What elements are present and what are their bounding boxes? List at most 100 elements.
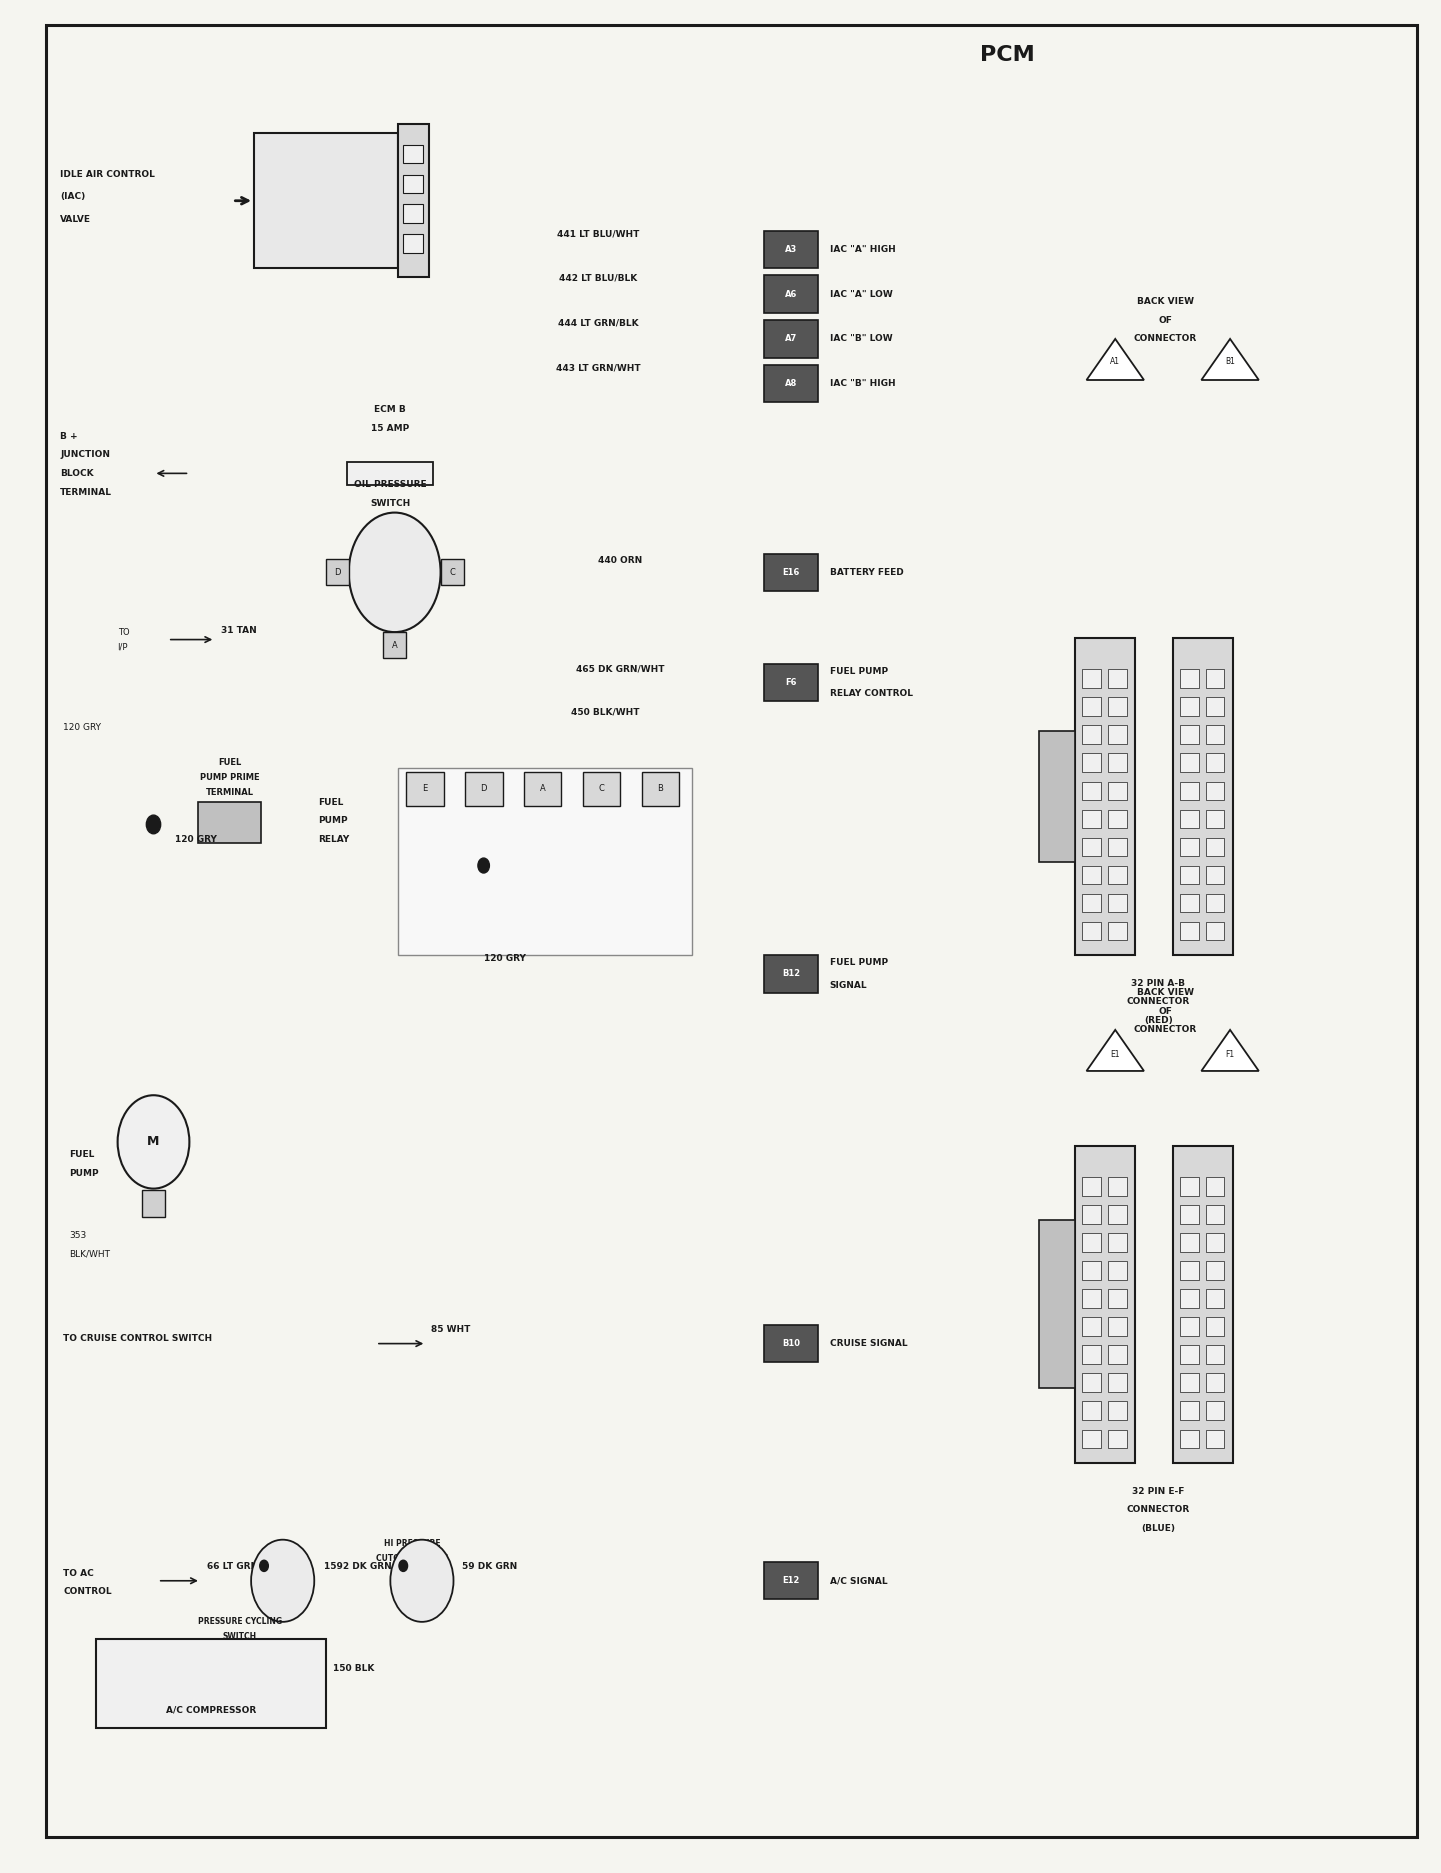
Text: PRESSURE CYCLING: PRESSURE CYCLING [197,1618,281,1626]
Bar [1180,1317,1199,1335]
Bar [584,772,620,805]
Text: C: C [450,568,455,577]
Bar [764,663,818,701]
Text: CONNECTOR: CONNECTOR [1134,335,1197,343]
Text: IAC "B" LOW: IAC "B" LOW [830,335,892,343]
Bar [1180,809,1199,828]
Bar [1180,1234,1199,1251]
Bar [764,365,818,403]
Bar [403,144,424,163]
Bar [1180,697,1199,715]
Text: 85 WHT: 85 WHT [431,1326,470,1334]
Bar [1082,1261,1101,1279]
Text: 31 TAN: 31 TAN [220,626,256,635]
Bar [1108,1261,1127,1279]
Text: CONNECTOR: CONNECTOR [1134,1025,1197,1034]
Text: CONNECTOR: CONNECTOR [1127,996,1190,1006]
Bar [1206,837,1225,856]
Text: OF: OF [1159,1006,1173,1015]
Bar [1108,893,1127,912]
Text: A: A [540,785,546,794]
Bar [525,772,562,805]
Bar [1180,865,1199,884]
Text: 120 GRY: 120 GRY [484,953,526,963]
Text: RELAY CONTROL: RELAY CONTROL [830,689,912,699]
Polygon shape [1087,1030,1144,1071]
Bar [347,463,434,485]
Bar [1082,1178,1101,1197]
Text: B: B [657,785,663,794]
Bar [1206,809,1225,828]
Text: ECM B: ECM B [375,405,406,414]
Bar [1108,669,1127,687]
Text: PUMP: PUMP [69,1169,98,1178]
Bar [1206,1234,1225,1251]
Bar [1082,922,1101,940]
Bar [1180,1373,1199,1392]
Bar [1180,893,1199,912]
Polygon shape [1087,339,1144,380]
Bar [764,1324,818,1362]
Text: SWITCH: SWITCH [222,1631,256,1641]
Text: E16: E16 [782,568,800,577]
Text: A: A [392,641,398,650]
Text: 32 PIN E-F: 32 PIN E-F [1133,1487,1185,1497]
Text: 443 LT GRN/WHT: 443 LT GRN/WHT [556,363,641,373]
Text: F6: F6 [785,678,797,687]
Bar [1206,697,1225,715]
Text: IAC "B" HIGH: IAC "B" HIGH [830,378,895,388]
Text: 120 GRY: 120 GRY [63,723,101,732]
Text: A1: A1 [1110,358,1120,365]
Text: D: D [481,785,487,794]
Text: B10: B10 [782,1339,800,1349]
Bar [326,560,349,586]
Bar [764,320,818,358]
Bar [383,631,406,657]
Bar [1082,1429,1101,1448]
Text: (RED): (RED) [1144,1015,1173,1025]
Bar [1108,1234,1127,1251]
Bar [254,133,398,268]
Bar [197,802,261,843]
Bar [1082,1234,1101,1251]
Text: B1: B1 [1225,358,1235,365]
Text: 32 PIN A-B: 32 PIN A-B [1131,980,1186,987]
Text: A/C SIGNAL: A/C SIGNAL [830,1577,888,1585]
Text: PUMP PRIME: PUMP PRIME [200,774,259,783]
Text: 59 DK GRN: 59 DK GRN [463,1562,517,1571]
Bar [1206,1401,1225,1420]
Bar [465,772,503,805]
Bar [1108,1429,1127,1448]
Bar [1082,1317,1101,1335]
Circle shape [478,858,490,873]
Bar [1082,893,1101,912]
Text: CONTROL: CONTROL [63,1588,112,1596]
Bar [1206,922,1225,940]
Bar [398,768,692,955]
Text: SWITCH: SWITCH [370,498,411,508]
Bar [1075,1146,1136,1463]
Bar [1108,1373,1127,1392]
Bar [764,230,818,268]
Text: 120 GRY: 120 GRY [174,835,218,845]
Bar [1039,730,1075,862]
Bar [1180,1206,1199,1225]
Bar [1108,837,1127,856]
Text: M: M [147,1135,160,1148]
Bar [1206,1206,1225,1225]
Text: A7: A7 [785,335,797,343]
Bar [1180,837,1199,856]
Text: BLK/WHT: BLK/WHT [69,1249,110,1259]
Text: A/C COMPRESSOR: A/C COMPRESSOR [166,1704,256,1714]
Text: (IAC): (IAC) [61,193,85,202]
Bar [1180,1401,1199,1420]
Text: I/P: I/P [118,642,128,652]
Bar [1206,1178,1225,1197]
Bar [1206,753,1225,772]
Text: IAC "A" HIGH: IAC "A" HIGH [830,245,895,253]
Bar [1082,1289,1101,1307]
Bar [1180,922,1199,940]
Bar [1180,669,1199,687]
Bar [1108,697,1127,715]
Polygon shape [1202,1030,1259,1071]
